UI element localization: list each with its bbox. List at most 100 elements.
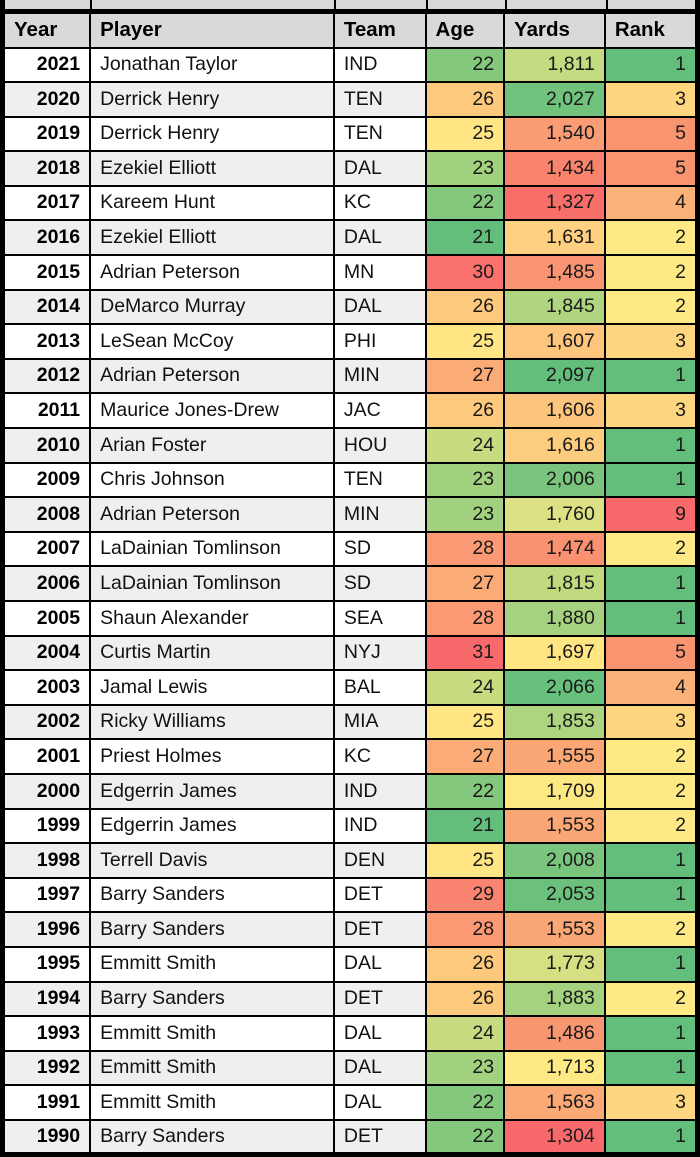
table-row: 2002 Ricky Williams MIA 25 1,853 3 — [1, 703, 699, 741]
rank-cell: 2 — [603, 772, 699, 810]
year-cell: 2011 — [1, 392, 92, 430]
team-cell: DET — [332, 876, 427, 914]
rank-cell: 3 — [603, 703, 699, 741]
table-row: 2011 Maurice Jones-Drew JAC 26 1,606 3 — [1, 392, 699, 430]
rank-cell: 1 — [603, 945, 699, 983]
year-cell: 2005 — [1, 600, 92, 637]
team-cell: IND — [332, 807, 427, 845]
age-cell: 26 — [424, 288, 506, 326]
cropped-cell — [428, 0, 507, 9]
table-row: 1997 Barry Sanders DET 29 2,053 1 — [1, 876, 699, 914]
team-cell: JAC — [332, 392, 427, 430]
team-cell: TEN — [332, 115, 427, 153]
team-cell: IND — [332, 772, 427, 810]
cropped-cell — [92, 0, 336, 9]
age-cell: 26 — [424, 945, 506, 983]
team-cell: MIA — [332, 703, 427, 741]
player-cell: Emmitt Smith — [89, 1084, 335, 1121]
year-cell: 1990 — [1, 1118, 92, 1156]
age-cell: 26 — [424, 980, 506, 1018]
yards-cell: 1,607 — [503, 323, 606, 360]
table-row: 2010 Arian Foster HOU 24 1,616 1 — [1, 427, 699, 464]
year-cell: 2006 — [1, 565, 92, 602]
table-header: Year Player Team Age Yards Rank — [1, 10, 699, 49]
rank-cell: 2 — [603, 911, 699, 948]
player-cell: Kareem Hunt — [89, 184, 335, 222]
age-cell: 28 — [424, 600, 506, 637]
age-cell: 24 — [424, 427, 506, 464]
player-cell: Jonathan Taylor — [89, 46, 335, 84]
year-cell: 1995 — [1, 945, 92, 983]
year-cell: 1997 — [1, 876, 92, 914]
table-row: 2016 Ezekiel Elliott DAL 21 1,631 2 — [1, 219, 699, 257]
table-row: 2000 Edgerrin James IND 22 1,709 2 — [1, 772, 699, 810]
table-row: 2004 Curtis Martin NYJ 31 1,697 5 — [1, 634, 699, 672]
player-cell: Ezekiel Elliott — [89, 219, 335, 257]
rank-cell: 9 — [603, 496, 699, 533]
player-cell: LaDainian Tomlinson — [89, 565, 335, 602]
year-cell: 2012 — [1, 357, 92, 395]
yards-cell: 1,853 — [503, 703, 606, 741]
age-cell: 23 — [424, 461, 506, 499]
column-header-age: Age — [424, 10, 506, 49]
table-row: 2020 Derrick Henry TEN 26 2,027 3 — [1, 81, 699, 118]
cropped-cell — [336, 0, 428, 9]
yards-cell: 1,327 — [503, 184, 606, 222]
year-cell: 2004 — [1, 634, 92, 672]
table-row: 1990 Barry Sanders DET 22 1,304 1 — [1, 1118, 699, 1156]
yards-cell: 1,760 — [503, 496, 606, 533]
team-cell: DET — [332, 911, 427, 948]
yards-cell: 2,053 — [503, 876, 606, 914]
team-cell: MN — [332, 254, 427, 291]
age-cell: 30 — [424, 254, 506, 291]
yards-cell: 1,474 — [503, 530, 606, 568]
table-row: 2005 Shaun Alexander SEA 28 1,880 1 — [1, 600, 699, 637]
player-cell: Ezekiel Elliott — [89, 150, 335, 187]
rank-cell: 3 — [603, 1084, 699, 1121]
age-cell: 22 — [424, 46, 506, 84]
rank-cell: 4 — [603, 184, 699, 222]
team-cell: KC — [332, 738, 427, 775]
rank-cell: 2 — [603, 530, 699, 568]
age-cell: 25 — [424, 703, 506, 741]
team-cell: DET — [332, 1118, 427, 1156]
age-cell: 27 — [424, 565, 506, 602]
yards-cell: 1,304 — [503, 1118, 606, 1156]
column-header-player: Player — [89, 10, 335, 49]
age-cell: 28 — [424, 530, 506, 568]
team-cell: KC — [332, 184, 427, 222]
year-cell: 1993 — [1, 1015, 92, 1052]
table-row: 2012 Adrian Peterson MIN 27 2,097 1 — [1, 357, 699, 395]
cropped-row-above-header — [0, 0, 700, 9]
table-row: 1999 Edgerrin James IND 21 1,553 2 — [1, 807, 699, 845]
player-cell: Adrian Peterson — [89, 496, 335, 533]
team-cell: HOU — [332, 427, 427, 464]
column-header-rank: Rank — [603, 10, 699, 49]
player-cell: Barry Sanders — [89, 1118, 335, 1156]
team-cell: IND — [332, 46, 427, 84]
age-cell: 22 — [424, 184, 506, 222]
table-row: 2019 Derrick Henry TEN 25 1,540 5 — [1, 115, 699, 153]
table-row: 1998 Terrell Davis DEN 25 2,008 1 — [1, 842, 699, 879]
year-cell: 2002 — [1, 703, 92, 741]
age-cell: 26 — [424, 81, 506, 118]
team-cell: DAL — [332, 1084, 427, 1121]
year-cell: 1992 — [1, 1049, 92, 1087]
age-cell: 29 — [424, 876, 506, 914]
year-cell: 2014 — [1, 288, 92, 326]
rank-cell: 1 — [603, 46, 699, 84]
age-cell: 22 — [424, 1084, 506, 1121]
year-cell: 2019 — [1, 115, 92, 153]
age-cell: 23 — [424, 1049, 506, 1087]
player-cell: Barry Sanders — [89, 911, 335, 948]
team-cell: MIN — [332, 357, 427, 395]
yards-cell: 1,815 — [503, 565, 606, 602]
rank-cell: 1 — [603, 1049, 699, 1087]
age-cell: 23 — [424, 496, 506, 533]
player-cell: Shaun Alexander — [89, 600, 335, 637]
rank-cell: 1 — [603, 461, 699, 499]
player-cell: Emmitt Smith — [89, 1015, 335, 1052]
year-cell: 2015 — [1, 254, 92, 291]
yards-cell: 1,553 — [503, 911, 606, 948]
yards-cell: 1,845 — [503, 288, 606, 326]
